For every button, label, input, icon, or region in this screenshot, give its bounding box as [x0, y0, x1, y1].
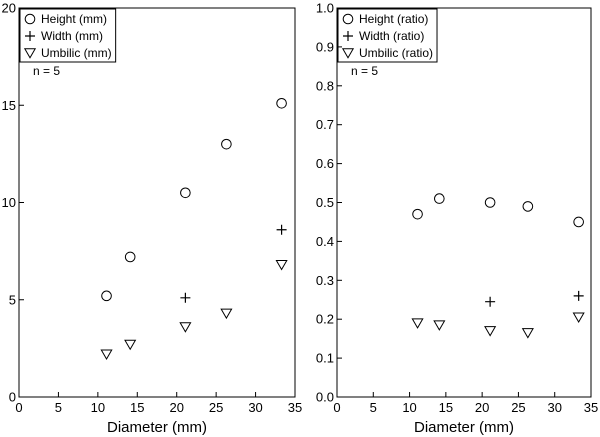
legend-box [337, 8, 438, 63]
legend-entry: Umbilic (ratio) [359, 46, 433, 60]
data-point-triangle-down [220, 308, 233, 320]
y-tick-label: 15 [2, 98, 16, 113]
data-point-triangle-down [433, 320, 446, 331]
x-tick-label: 25 [209, 400, 223, 415]
x-tick-label: 0 [15, 400, 22, 415]
y-tick-label: 1.0 [316, 1, 334, 16]
data-point-circle [412, 208, 423, 220]
legend: Height (ratio) Width (ratio) Umbilic (rati… [337, 8, 438, 63]
y-tick-label: 0.9 [316, 39, 334, 54]
data-point-triangle-down [521, 328, 534, 339]
legend-entry: Height (ratio) [359, 12, 428, 26]
x-tick-label: 5 [55, 400, 62, 415]
x-tick-label: 30 [248, 400, 262, 415]
left-chart-panel: 0 5 10 15 20 25 30 35 0 5 10 15 20 Diameter (mm) Heigh… [2, 1, 303, 437]
x-tick-label: 35 [288, 400, 302, 415]
data-point-circle [180, 187, 191, 199]
x-tick-label: 35 [584, 400, 598, 415]
legend-entry: Width (mm) [41, 29, 103, 43]
legend-marker-triangle-down [23, 48, 37, 59]
legend-marker-circle [342, 13, 354, 25]
legend-marker-triangle-down [341, 48, 355, 59]
data-point-triangle-down [275, 260, 288, 271]
y-tick-label: 0.8 [316, 78, 334, 93]
legend-entry: Umbilic (mm) [41, 46, 112, 60]
sample-size-note: n = 5 [351, 64, 378, 78]
x-axis-title: Diameter (mm) [414, 419, 514, 436]
data-point-plus [573, 290, 584, 301]
data-point-circle [124, 251, 136, 263]
y-tick-label: 0.1 [316, 351, 334, 366]
legend-entry: Width (ratio) [359, 29, 424, 43]
x-tick-label: 10 [402, 400, 416, 415]
data-point-plus [276, 224, 287, 235]
legend-marker-circle [24, 13, 36, 25]
x-tick-label: 15 [130, 400, 144, 415]
x-tick-label: 5 [370, 400, 377, 415]
data-point-circle [434, 193, 445, 204]
data-point-circle [573, 216, 584, 228]
data-point-plus [485, 296, 496, 307]
data-point-triangle-down [179, 322, 192, 333]
data-point-circle [221, 138, 232, 150]
data-point-circle [522, 201, 534, 212]
data-point-circle [484, 197, 496, 208]
legend: Height (mm) Width (mm) Umbilic (mm) [19, 8, 117, 63]
legend-marker-plus [343, 31, 353, 41]
data-point-triangle-down [100, 349, 113, 361]
x-tick-label: 15 [439, 400, 453, 415]
x-tick-label: 30 [547, 400, 561, 415]
y-tick-label: 0.0 [316, 390, 334, 405]
sample-size-note: n = 5 [33, 64, 60, 78]
x-axis-title: Diameter (mm) [107, 419, 207, 436]
data-point-circle [276, 98, 287, 109]
data-point-plus [180, 292, 191, 303]
plot-frame [18, 7, 296, 398]
data-point-triangle-down [124, 339, 137, 351]
y-tick-label: 0.4 [316, 234, 334, 249]
legend-entry: Height (mm) [41, 12, 107, 26]
y-tick-label: 0 [9, 390, 16, 405]
y-tick-label: 20 [2, 1, 16, 16]
y-tick-label: 5 [9, 292, 16, 307]
y-tick-label: 10 [2, 195, 16, 210]
y-tick-label: 0.7 [316, 117, 334, 132]
x-tick-label: 25 [511, 400, 525, 415]
x-tick-label: 20 [475, 400, 489, 415]
y-tick-label: 0.6 [316, 156, 334, 171]
legend-box [19, 8, 117, 63]
y-tick-label: 0.2 [316, 312, 334, 327]
data-point-triangle-down [572, 312, 585, 324]
data-point-circle [101, 290, 112, 302]
y-tick-label: 0.5 [316, 195, 334, 210]
x-tick-label: 0 [333, 400, 340, 415]
data-point-triangle-down [411, 318, 424, 329]
x-tick-label: 20 [169, 400, 183, 415]
right-chart-panel: 0 5 10 15 20 25 30 35 0.0 0.1 0.2 0.3 0.4 0.5 0.6 0.7 0.… [316, 1, 598, 437]
legend-marker-plus [25, 31, 35, 41]
x-tick-label: 10 [91, 400, 105, 415]
data-point-triangle-down [484, 326, 497, 337]
y-tick-label: 0.3 [316, 273, 334, 288]
